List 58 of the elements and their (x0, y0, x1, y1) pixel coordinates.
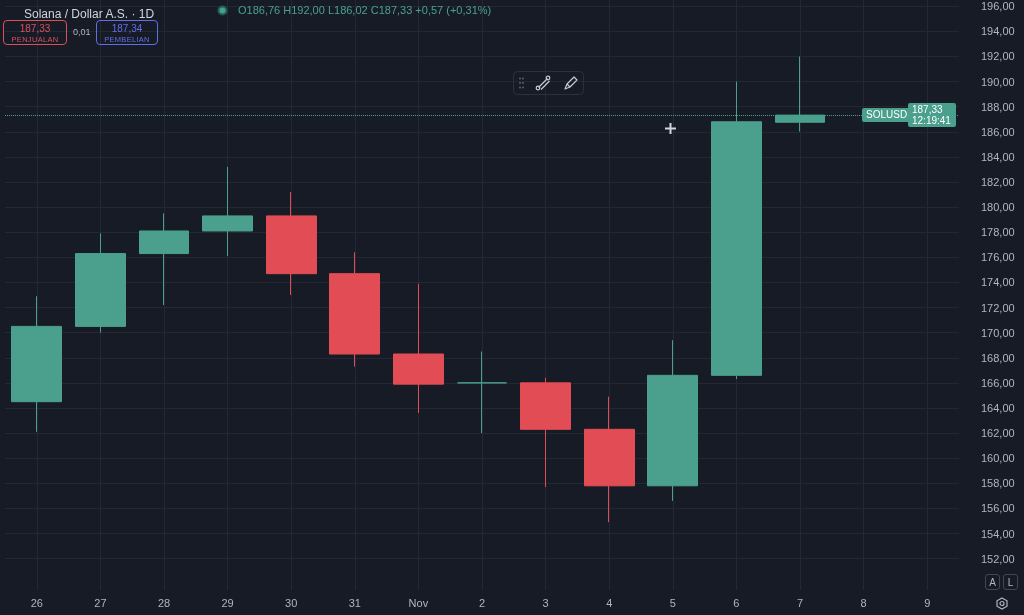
y-tick-label: 196,00 (981, 0, 1015, 13)
candlestick (139, 212, 189, 306)
candlestick (75, 232, 126, 334)
x-tick-label: 30 (285, 596, 298, 609)
y-tick-label: 162,00 (981, 427, 1015, 440)
candlestick (329, 251, 380, 368)
y-tick-label: 184,00 (981, 150, 1015, 163)
y-tick-label: 166,00 (981, 376, 1015, 389)
y-tick-label: 186,00 (981, 125, 1015, 138)
y-tick-label: 158,00 (981, 477, 1015, 490)
y-tick-label: 182,00 (981, 176, 1015, 189)
y-tick-label: 170,00 (981, 326, 1015, 339)
y-tick-label: 174,00 (981, 276, 1015, 289)
y-tick-label: 156,00 (981, 502, 1015, 515)
y-tick-label: 190,00 (981, 75, 1015, 88)
y-tick-label: 154,00 (981, 527, 1015, 540)
annotation: 187,33 (18, 23, 52, 34)
x-tick-label: 4 (606, 596, 613, 609)
x-tick-label: 9 (924, 596, 931, 609)
x-tick-label: 28 (157, 596, 171, 609)
candlestick (202, 166, 253, 257)
x-tick-label: 2 (478, 596, 486, 609)
y-tick-label: 160,00 (981, 452, 1015, 465)
text: Solana / Dollar A.S. · 1D (24, 7, 155, 21)
y-tick-label: 192,00 (981, 50, 1015, 63)
y-tick-label: 176,00 (981, 251, 1015, 264)
annotation: O186,76 H192,00 L186,02 C187,33 +0,57 (+0,31%) (238, 4, 492, 16)
x-tick-label: 6 (733, 596, 740, 609)
annotation: 187,34 (110, 23, 144, 34)
scale-button: A (985, 574, 1000, 590)
x-tick-label: 8 (860, 596, 867, 609)
scale-button: L (1003, 574, 1018, 590)
y-tick-label: 178,00 (981, 226, 1015, 239)
x-tick-label: 5 (669, 596, 676, 609)
x-tick-label: Nov (408, 596, 429, 609)
x-tick-label: 27 (94, 596, 107, 609)
y-tick-label: 164,00 (981, 401, 1015, 414)
x-tick-label: 31 (348, 596, 361, 609)
annotation: 0,01 (73, 27, 91, 37)
annotation: 187,33 (911, 104, 944, 116)
y-tick-label: 168,00 (981, 351, 1015, 364)
y-tick-label: 180,00 (981, 201, 1015, 214)
y-tick-label: 152,00 (981, 552, 1015, 565)
ref-line-label: SOLUSD (862, 108, 912, 123)
candlestick (11, 295, 62, 433)
x-tick-label: 3 (542, 596, 549, 609)
candlestick (457, 350, 507, 434)
candlestick (266, 191, 317, 296)
candlestick (520, 377, 571, 488)
x-tick-label: 26 (30, 596, 43, 609)
candlestick (393, 283, 444, 414)
candlestick (647, 339, 698, 502)
y-tick-label: 188,00 (981, 100, 1015, 113)
x-tick-label: 7 (796, 596, 804, 609)
y-tick-label: 194,00 (981, 25, 1015, 38)
candlestick (584, 396, 635, 523)
y-tick-label: 172,00 (981, 301, 1015, 314)
x-tick-label: 29 (221, 596, 234, 609)
